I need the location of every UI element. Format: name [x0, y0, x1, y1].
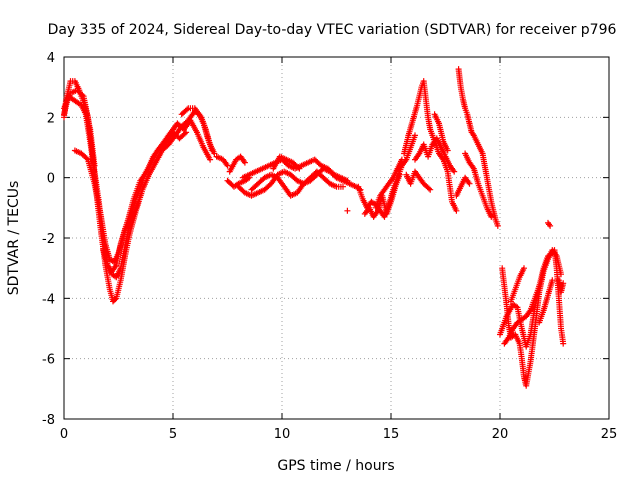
- data-track: [412, 135, 458, 175]
- data-track: [507, 265, 527, 305]
- y-tick-label: 2: [47, 111, 55, 126]
- x-tick-label: 10: [274, 427, 291, 442]
- data-track: [248, 168, 346, 199]
- data-series: [61, 66, 567, 389]
- data-track: [178, 105, 218, 157]
- data-track: [213, 153, 231, 169]
- data-track: [372, 156, 405, 211]
- data-track: [344, 207, 351, 214]
- data-track: [455, 66, 501, 229]
- data-track: [270, 153, 303, 172]
- data-track: [536, 277, 556, 326]
- data-track: [462, 150, 495, 220]
- x-tick-label: 15: [383, 427, 400, 442]
- data-track: [431, 111, 451, 154]
- y-tick-label: 0: [47, 172, 55, 187]
- x-tick-label: 20: [492, 427, 509, 442]
- data-track: [403, 168, 434, 193]
- data-track: [453, 174, 473, 199]
- x-axis-label: GPS time / hours: [277, 458, 394, 474]
- chart-title: Day 335 of 2024, Sidereal Day-to-day VTE…: [48, 22, 617, 38]
- y-tick-label: -4: [42, 292, 55, 307]
- tick-labels: 0 5 10 15 20 25 -8 -6 -4 -2 0 2 4: [42, 51, 617, 442]
- y-tick-label: -2: [42, 232, 55, 247]
- y-tick-label: 4: [47, 51, 55, 66]
- x-tick-label: 5: [169, 427, 177, 442]
- data-track: [226, 153, 248, 175]
- x-tick-label: 25: [601, 427, 618, 442]
- y-tick-label: -8: [42, 413, 55, 428]
- data-track: [61, 87, 98, 169]
- y-tick-label: -6: [42, 353, 55, 368]
- data-track: [71, 129, 190, 266]
- data-track: [555, 277, 567, 296]
- y-axis-label: SDTVAR / TECUs: [6, 181, 22, 296]
- data-track: [501, 283, 543, 347]
- axis-ticks: [63, 56, 610, 420]
- x-tick-label: 0: [60, 427, 68, 442]
- data-track: [545, 219, 554, 229]
- data-track: [100, 198, 142, 281]
